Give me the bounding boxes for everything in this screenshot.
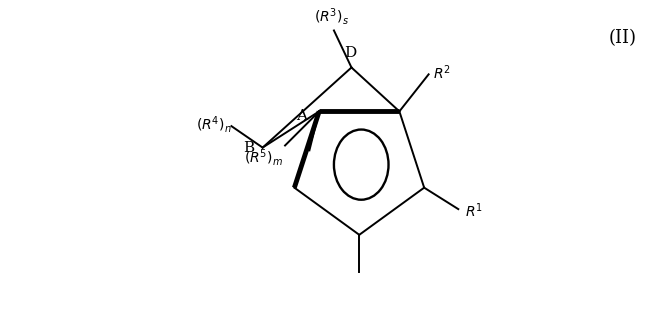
Text: (II): (II) <box>608 29 636 47</box>
Text: $(R^3)_s$: $(R^3)_s$ <box>314 5 350 26</box>
Text: $R^2$: $R^2$ <box>434 63 451 82</box>
Text: $(R^5)_m$: $(R^5)_m$ <box>244 147 283 168</box>
Text: $(R^4)_n$: $(R^4)_n$ <box>196 114 232 135</box>
Text: A: A <box>297 109 307 123</box>
Text: D: D <box>344 46 357 60</box>
Text: $R^1$: $R^1$ <box>465 202 483 220</box>
Text: B: B <box>243 141 254 155</box>
